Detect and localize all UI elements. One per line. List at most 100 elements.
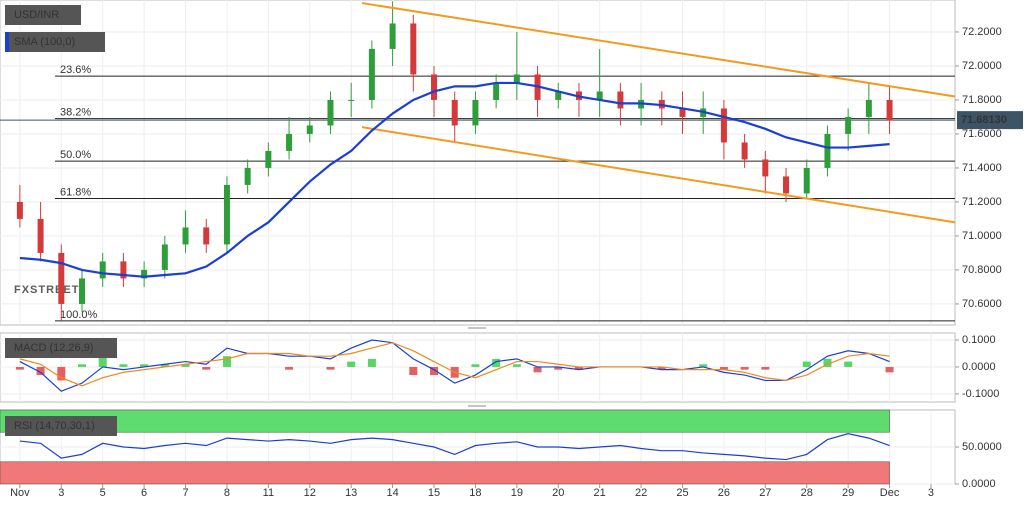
x-tick-label: 28	[801, 487, 813, 499]
candle-body	[845, 116, 852, 134]
y-tick-label: 72.2000	[962, 26, 1002, 38]
x-tick-label: 22	[635, 487, 647, 499]
histogram-bar	[77, 364, 86, 367]
x-tick-label: 12	[304, 487, 316, 499]
macd-line	[19, 342, 890, 387]
legend-swatch	[5, 32, 9, 52]
x-tick-label: 27	[759, 487, 771, 499]
candle-body	[824, 133, 831, 168]
candle-body	[493, 82, 500, 100]
histogram-bar	[844, 361, 853, 367]
x-tick-label: 7	[182, 487, 188, 499]
candle-body	[472, 99, 479, 126]
histogram-bar	[740, 366, 749, 370]
x-tick-label: 18	[469, 487, 481, 499]
histogram-bar	[222, 356, 231, 367]
histogram-bar	[699, 364, 708, 367]
histogram-bar	[202, 366, 211, 370]
x-tick-label: Nov	[10, 487, 30, 499]
macd-line	[19, 339, 890, 392]
candle-body	[265, 150, 272, 168]
histogram-bar	[409, 366, 418, 376]
y-tick-label: -0.1000	[962, 388, 999, 400]
x-tick-label: 13	[345, 487, 357, 499]
y-tick-label: 70.6000	[962, 298, 1002, 310]
candle-body	[762, 159, 769, 177]
candle-body	[120, 261, 127, 279]
candle-body	[99, 261, 106, 279]
histogram-bar	[57, 366, 66, 381]
fib-label: 38.2%	[60, 107, 91, 119]
histogram-bar	[802, 361, 811, 367]
rsi-band	[0, 409, 890, 433]
candle-body	[368, 48, 375, 100]
x-tick-label: 21	[594, 487, 606, 499]
histogram-bar	[367, 358, 376, 367]
candle-body	[886, 99, 893, 121]
candle-body	[431, 74, 438, 100]
y-tick-label: 72.0000	[962, 60, 1002, 72]
trendline	[361, 2, 956, 98]
watermark: FXSTREET	[14, 284, 79, 296]
histogram-bar	[140, 364, 149, 367]
candle-body	[741, 142, 748, 160]
title-box	[5, 338, 117, 358]
candle-body	[203, 227, 210, 245]
fib-label: 100.0%	[60, 309, 98, 321]
candle-body	[37, 218, 44, 253]
histogram-bar	[326, 366, 335, 370]
y-tick-label: 71.8000	[962, 94, 1002, 106]
histogram-bar	[761, 366, 770, 370]
x-tick-label: 25	[676, 487, 688, 499]
candle-body	[182, 227, 189, 245]
candle-body	[286, 133, 293, 151]
x-tick-label: 6	[141, 487, 147, 499]
x-tick-label: 29	[842, 487, 854, 499]
y-tick-label: 0.1000	[962, 334, 996, 346]
panel-title: RSI (14,70,30,1)	[14, 420, 95, 432]
rsi-line	[19, 433, 890, 461]
x-tick-label: 8	[224, 487, 230, 499]
fib-label: 50.0%	[60, 149, 91, 161]
candle-body	[16, 201, 23, 219]
histogram-bar	[512, 364, 521, 367]
histogram-bar	[554, 366, 563, 370]
rsi-band	[0, 461, 890, 485]
candle-body	[803, 167, 810, 194]
x-tick-label: 20	[552, 487, 564, 499]
histogram-bar	[885, 366, 894, 373]
x-tick-label: 3	[928, 487, 934, 499]
candle-body	[58, 252, 65, 304]
candle-body	[410, 23, 417, 75]
trendline	[361, 126, 956, 224]
fib-label: 61.8%	[60, 186, 91, 198]
histogram-bar	[430, 366, 439, 376]
legend-box	[5, 32, 105, 52]
legend-label: SMA (100,0)	[14, 36, 75, 48]
x-tick-label: 26	[718, 487, 730, 499]
histogram-bar	[823, 358, 832, 367]
candle-body	[223, 184, 230, 245]
histogram-bar	[719, 366, 728, 370]
candle-body	[783, 176, 790, 194]
panel-title: MACD (12,26,9)	[14, 342, 93, 354]
y-tick-label: 71.2000	[962, 196, 1002, 208]
candle-body	[348, 99, 355, 101]
title-box	[5, 416, 117, 436]
x-tick-label: 3	[58, 487, 64, 499]
histogram-bar	[285, 366, 294, 370]
candle-body	[327, 99, 334, 126]
y-tick-label: 71.4000	[962, 162, 1002, 174]
x-tick-label: 5	[100, 487, 106, 499]
x-tick-label: 15	[428, 487, 440, 499]
histogram-bar	[15, 366, 24, 370]
x-tick-label: 19	[511, 487, 523, 499]
candle-body	[161, 244, 168, 270]
histogram-bar	[574, 366, 583, 370]
y-tick-label: 71.6000	[962, 128, 1002, 140]
candle-body	[78, 278, 85, 304]
candle-body	[513, 74, 520, 83]
x-tick-label: Dec	[880, 487, 900, 499]
